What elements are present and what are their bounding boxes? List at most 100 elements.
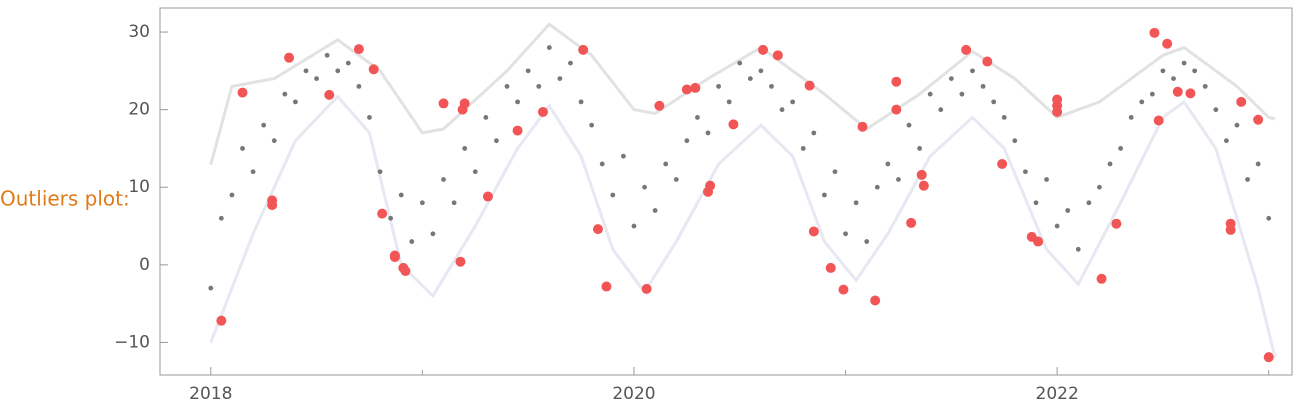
- point: [1181, 60, 1187, 66]
- point: [240, 146, 245, 151]
- outlier-point: [654, 100, 665, 111]
- outlier-point: [857, 121, 868, 132]
- point: [546, 45, 552, 50]
- outlier-point: [891, 104, 902, 115]
- point: [578, 99, 584, 105]
- outlier-point: [353, 44, 364, 55]
- outlier-point: [237, 87, 248, 98]
- point: [430, 231, 436, 237]
- point: [832, 169, 838, 175]
- point: [377, 169, 383, 175]
- point: [1224, 138, 1229, 144]
- outlier-point: [537, 106, 548, 117]
- point: [959, 91, 965, 97]
- outlier-point: [1225, 224, 1236, 235]
- outlier-point: [216, 315, 227, 326]
- outlier-point: [997, 158, 1008, 169]
- point: [663, 161, 669, 167]
- point: [631, 223, 637, 229]
- point: [906, 122, 912, 128]
- point: [1012, 138, 1018, 144]
- point: [409, 239, 415, 244]
- point: [1266, 215, 1272, 221]
- point: [282, 91, 288, 97]
- outlier-point: [916, 169, 927, 180]
- point: [885, 161, 891, 167]
- x-tick-label: 2018: [189, 384, 232, 404]
- outlier-point: [1172, 86, 1183, 97]
- outlier-point: [1052, 106, 1063, 117]
- point: [483, 115, 489, 120]
- point: [303, 68, 309, 74]
- outlier-point: [389, 252, 400, 263]
- y-tick-label: 0: [139, 255, 150, 275]
- point: [525, 68, 531, 74]
- point: [345, 60, 351, 66]
- outlier-point: [1236, 96, 1247, 107]
- point: [620, 153, 626, 159]
- outlier-point: [512, 125, 523, 136]
- point: [472, 169, 478, 175]
- point: [896, 177, 901, 182]
- point: [568, 60, 573, 66]
- x-tick-label: 2020: [612, 384, 655, 404]
- point: [737, 60, 743, 66]
- outlier-point: [772, 50, 783, 61]
- point: [843, 231, 848, 237]
- point: [557, 76, 563, 82]
- point: [800, 146, 806, 151]
- point: [769, 83, 774, 89]
- y-tick-label: 20: [128, 100, 150, 120]
- outlier-point: [681, 84, 692, 95]
- point: [980, 83, 986, 89]
- point: [970, 68, 975, 74]
- outlier-point: [1033, 236, 1044, 247]
- outlier-point: [918, 180, 929, 191]
- point: [1065, 208, 1071, 213]
- point: [1139, 99, 1145, 105]
- point: [853, 200, 859, 206]
- point: [1245, 177, 1250, 182]
- point: [218, 215, 224, 221]
- point: [324, 52, 330, 58]
- point: [1192, 68, 1198, 74]
- point: [927, 91, 933, 97]
- point: [356, 83, 362, 89]
- outlier-point: [400, 266, 411, 277]
- point: [948, 76, 954, 82]
- point: [1075, 246, 1081, 252]
- outlier-point: [825, 262, 836, 273]
- point: [462, 146, 468, 151]
- point: [652, 208, 658, 213]
- point: [335, 68, 341, 74]
- outlier-point: [1153, 115, 1164, 126]
- point: [1033, 200, 1039, 206]
- outlier-point: [368, 64, 379, 75]
- outlier-point: [961, 44, 972, 55]
- point: [293, 99, 298, 105]
- point: [1202, 83, 1208, 89]
- outlier-point: [1162, 38, 1173, 49]
- outlier-point: [482, 191, 493, 202]
- point: [1255, 161, 1261, 167]
- point: [441, 177, 446, 182]
- point: [684, 138, 690, 144]
- point: [208, 285, 214, 291]
- point: [864, 239, 870, 244]
- point: [1171, 76, 1176, 82]
- x-tick-label: 2022: [1036, 384, 1079, 404]
- point: [419, 200, 425, 206]
- outlier-point: [870, 295, 881, 306]
- point: [367, 115, 372, 120]
- point: [314, 76, 319, 82]
- point: [705, 130, 711, 136]
- outlier-point: [267, 200, 278, 211]
- outlier-point: [906, 217, 917, 228]
- outlier-point: [284, 52, 295, 63]
- point: [388, 215, 394, 221]
- point: [1118, 146, 1124, 151]
- outlier-point: [728, 119, 739, 130]
- outlier-point: [758, 44, 769, 55]
- point: [642, 184, 647, 190]
